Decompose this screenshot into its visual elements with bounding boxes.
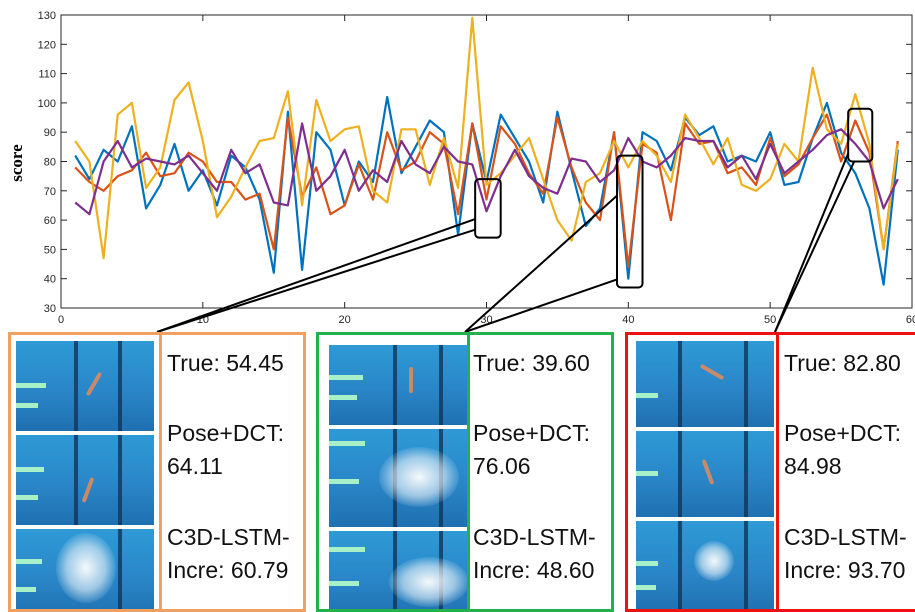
callout-line (774, 161, 856, 333)
example-panel-1: True: 54.45 Pose+DCT: 64.11 C3D-LSTM- In… (8, 332, 306, 612)
y-tick-label: 40 (44, 274, 56, 286)
y-tick-label: 60 (44, 215, 56, 227)
series-line-4 (74, 122, 899, 216)
y-tick-label: 80 (44, 157, 56, 169)
callout-line (156, 218, 476, 333)
zoom-box-2 (615, 154, 644, 289)
y-tick-label: 30 (44, 303, 56, 315)
c3d-lstm-score: C3D-LSTM- Incre: 48.60 (473, 524, 596, 583)
panel-divider (776, 335, 779, 609)
frame-strip (636, 341, 774, 609)
pose-dct-score: Pose+DCT: 64.11 (167, 420, 284, 479)
c3d-lstm-score: C3D-LSTM- Incre: 60.79 (167, 524, 290, 583)
example-panel-3: True: 82.80 Pose+DCT: 84.98 C3D-LSTM- In… (625, 332, 915, 612)
plot-frame (60, 14, 913, 309)
x-tick-label: 40 (622, 314, 634, 326)
c3d-lstm-score: C3D-LSTM- Incre: 93.70 (784, 524, 907, 583)
panel-divider (159, 335, 162, 609)
video-frame-1 (16, 341, 154, 431)
x-tick-label: 60 (906, 314, 915, 326)
callout-line (774, 153, 850, 333)
x-tick-label: 50 (764, 314, 776, 326)
y-tick-label: 70 (44, 186, 56, 198)
callout-line (156, 228, 476, 333)
zoom-box-3 (847, 107, 874, 163)
callout-line (464, 194, 618, 333)
true-score: True: 54.45 (167, 350, 284, 376)
x-tick-label: 0 (58, 314, 64, 326)
zoom-callouts (156, 107, 874, 333)
y-tick-label: 90 (44, 127, 56, 139)
pose-dct-score: Pose+DCT: 84.98 (784, 420, 901, 479)
frame-strip (16, 341, 154, 609)
frame-strip (329, 345, 467, 609)
y-tick-label: 100 (38, 98, 56, 110)
video-frame-3 (16, 529, 154, 609)
video-frame-1 (329, 345, 467, 425)
true-score: True: 39.60 (473, 350, 590, 376)
plot-area: 304050607080901001101201300102030405060 (38, 10, 915, 326)
series-line-3 (74, 16, 899, 260)
y-axis-label: score (7, 144, 26, 182)
video-frame-2 (16, 435, 154, 525)
x-tick-label: 20 (339, 314, 351, 326)
y-tick-label: 50 (44, 244, 56, 256)
video-frame-3 (329, 531, 467, 609)
pose-dct-score: Pose+DCT: 76.06 (473, 420, 590, 479)
video-frame-2 (329, 429, 467, 527)
video-frame-2 (636, 431, 774, 517)
y-tick-label: 110 (38, 69, 56, 81)
callout-line (464, 278, 618, 333)
y-tick-label: 130 (38, 10, 56, 22)
zoom-box-1 (474, 178, 502, 239)
panel-divider (467, 335, 470, 609)
video-frame-3 (636, 521, 774, 609)
video-frame-1 (636, 341, 774, 427)
example-panel-2: True: 39.60 Pose+DCT: 76.06 C3D-LSTM- In… (316, 332, 614, 612)
y-tick-label: 120 (38, 39, 56, 51)
true-score: True: 82.80 (784, 350, 901, 376)
